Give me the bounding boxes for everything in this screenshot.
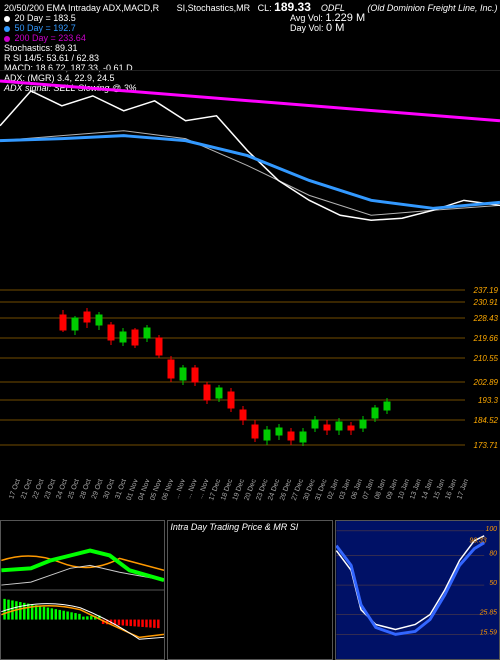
svg-text:50: 50 <box>489 580 497 587</box>
day20: 20 Day = 183.5 <box>15 13 76 23</box>
svg-text:237.19: 237.19 <box>473 286 499 295</box>
svg-text:219.66: 219.66 <box>473 334 499 343</box>
date-axis: 17 Oct21 Oct22 Oct23 Oct24 Oct25 Oct28 O… <box>0 470 500 520</box>
dot-icon <box>4 16 10 22</box>
stoch-label: SI,Stochastics,MR <box>177 3 251 13</box>
svg-text:184.52: 184.52 <box>474 416 499 425</box>
day200: 200 Day = 233.64 <box>15 33 86 43</box>
svg-text:228.43: 228.43 <box>473 314 499 323</box>
dot-icon <box>4 26 10 32</box>
dot-icon <box>4 36 10 42</box>
dayvol-label: Day Vol: <box>290 23 324 33</box>
svg-text:202.89: 202.89 <box>473 378 499 387</box>
day50: 50 Day = 192.7 <box>15 23 76 33</box>
tagline: (Old Dominion Freight Line, Inc.) Munafa… <box>367 3 500 13</box>
main-chart <box>0 70 500 270</box>
ticker-prefix: 20/50/200 EMA Intraday ADX,MACD,R <box>4 3 159 13</box>
candle-chart: 237.19 230.91 228.43 219.66 210.55 202.89 193.… <box>0 280 500 470</box>
panel-title: Intra Day Trading Price & MR SI <box>170 522 298 532</box>
cl-value: 189.33 <box>274 0 311 14</box>
svg-text:100: 100 <box>485 526 497 533</box>
svg-text:15.59: 15.59 <box>479 629 496 636</box>
header: 20/50/200 EMA Intraday ADX,MACD,R SI,Sto… <box>0 0 500 70</box>
panel-stochastics: Stochastics & R SI 100805025.8515.59 90.… <box>335 520 500 660</box>
svg-text:80: 80 <box>489 551 497 558</box>
svg-text:173.71: 173.71 <box>474 441 498 450</box>
stoch-line: Stochastics: 89.31 <box>4 43 496 53</box>
panel-intraday: Intra Day Trading Price & MR SI <box>167 520 332 660</box>
svg-text:193.3: 193.3 <box>478 396 499 405</box>
svg-text:17 Jan: 17 Jan <box>456 478 470 500</box>
cl-label: CL: <box>258 3 272 13</box>
dayvol-value: 0 M <box>326 22 344 34</box>
svg-text:210.55: 210.55 <box>473 354 499 363</box>
avgvol-label: Avg Vol: <box>290 13 323 23</box>
svg-text:90.33: 90.33 <box>469 538 486 545</box>
rsi-line: R SI 14/5: 53.61 / 62.83 <box>4 53 496 63</box>
bottom-panels: ADX & MACD ADX: 3.39 -DY: 22.94 -DY: 24.… <box>0 520 500 660</box>
panel-adx-macd: ADX & MACD ADX: 3.39 -DY: 22.94 -DY: 24.… <box>0 520 165 660</box>
svg-text:25.85: 25.85 <box>478 610 496 617</box>
svg-text:230.91: 230.91 <box>473 298 498 307</box>
